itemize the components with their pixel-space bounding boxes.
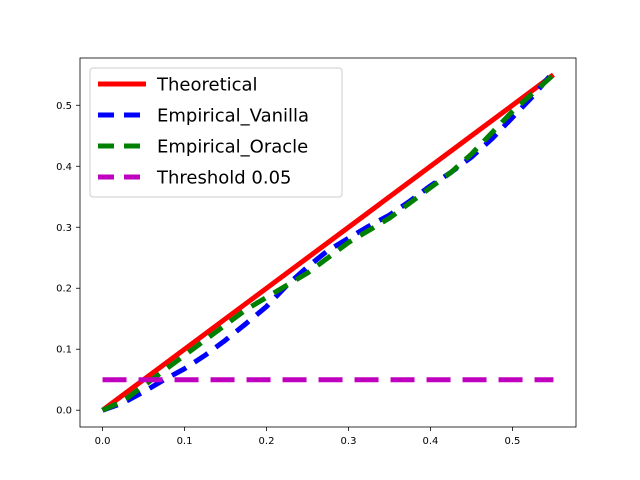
y-tick-label: 0.3 <box>56 223 72 234</box>
x-tick-label: 0.4 <box>423 436 439 447</box>
axes-frame <box>79 57 577 428</box>
legend-label-theoretical: Theoretical <box>156 75 258 96</box>
legend: Theoretical Empirical_Vanilla Empirical_Or… <box>89 67 343 198</box>
y-tick-label: 0.2 <box>56 284 72 295</box>
x-tick-label: 0.1 <box>177 436 193 447</box>
series-line-empirical-vanilla <box>101 70 556 413</box>
legend-box <box>89 67 343 198</box>
y-tick-label: 0.0 <box>56 406 72 417</box>
x-tick-label: 0.0 <box>95 436 111 447</box>
legend-label-empirical-oracle: Empirical_Oracle <box>157 137 308 158</box>
y-tick-label: 0.4 <box>56 162 72 173</box>
legend-label-empirical-vanilla: Empirical_Vanilla <box>157 106 309 127</box>
series-line-theoretical <box>101 72 555 413</box>
plot-series <box>101 70 556 413</box>
legend-label-threshold-0-05: Threshold 0.05 <box>156 168 292 189</box>
x-tick-label: 0.3 <box>341 436 357 447</box>
y-axis-ticks: 0.0 0.1 0.2 0.3 0.4 0.5 <box>56 101 80 417</box>
x-axis-ticks: 0.0 0.1 0.2 0.3 0.4 0.5 <box>95 427 521 447</box>
x-tick-label: 0.2 <box>259 436 275 447</box>
x-tick-label: 0.5 <box>505 436 521 447</box>
y-tick-label: 0.1 <box>56 345 72 356</box>
series-line-empirical-oracle <box>101 72 556 413</box>
y-tick-label: 0.5 <box>56 101 72 112</box>
